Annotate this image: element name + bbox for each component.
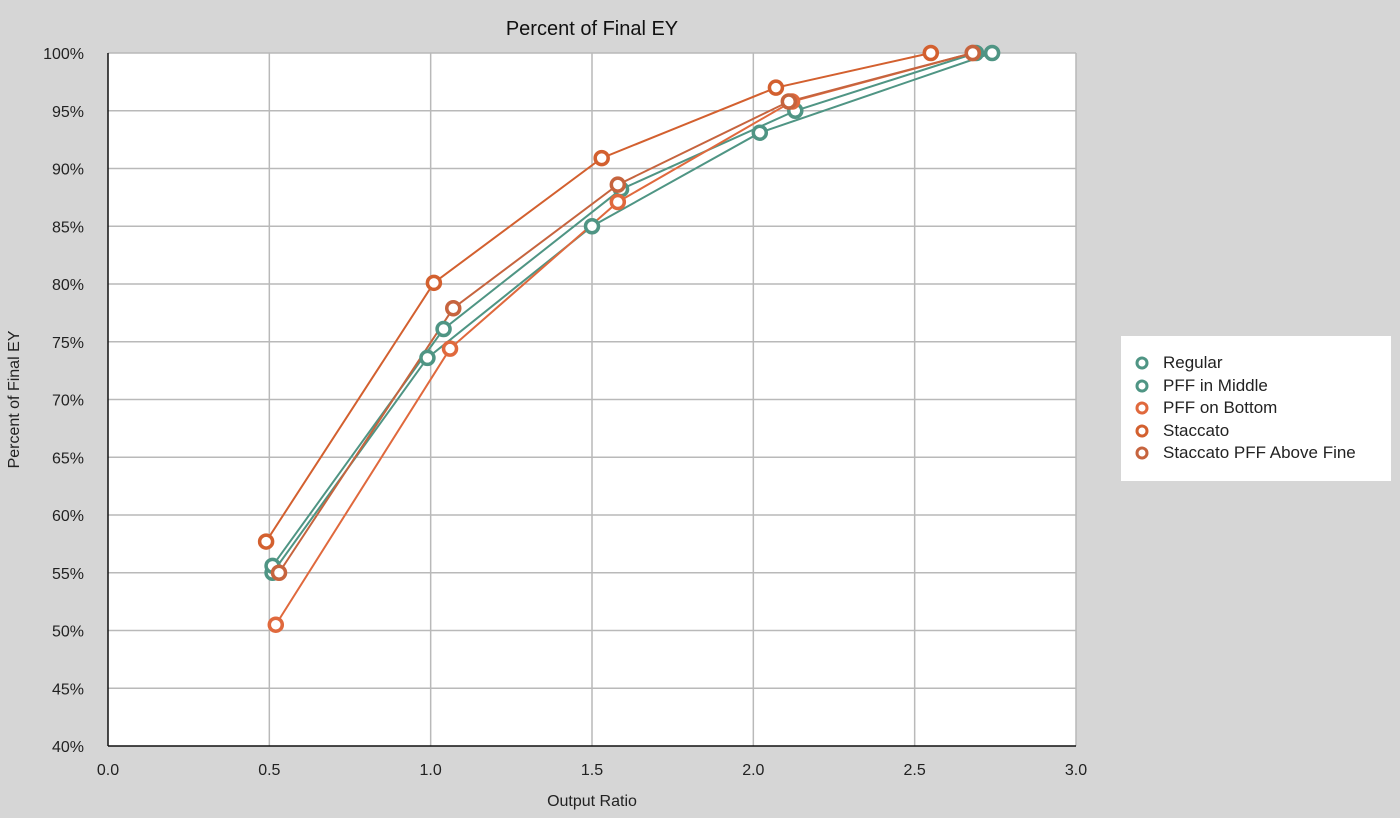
legend-marker-icon [1135,356,1149,370]
legend-label: PFF in Middle [1163,375,1268,395]
data-point [593,149,610,167]
legend-item: Staccato [1133,420,1391,443]
y-tick-label: 65% [52,450,84,467]
y-tick-label: 50% [52,624,84,641]
data-point [435,320,452,338]
y-tick-label: 45% [52,681,84,698]
legend-marker-icon [1135,424,1149,438]
data-point [441,340,459,357]
legend: Regular PFF in Middle PFF on Bottom Staccat… [1121,336,1391,481]
x-tick-label: 0.5 [258,762,280,779]
legend-item: PFF on Bottom [1133,397,1391,420]
data-point [609,193,627,211]
y-tick-label: 60% [52,508,84,525]
data-point [751,124,769,141]
data-point [270,564,288,581]
y-tick-label: 80% [52,277,84,294]
data-point [419,349,436,367]
data-point [425,274,443,292]
y-tick-label: 70% [52,393,84,410]
legend-label: PFF on Bottom [1163,398,1278,418]
data-point [922,44,940,62]
legend-label: Regular [1163,353,1223,373]
x-tick-label: 2.5 [904,762,926,779]
y-tick-label: 95% [52,104,84,121]
y-tick-label: 40% [52,739,84,756]
y-tick-label: 85% [52,219,84,236]
data-point [767,79,785,96]
y-tick-label: 55% [52,566,84,583]
legend-marker-icon [1135,379,1149,393]
x-tick-label: 1.0 [420,762,442,779]
data-point [267,616,285,633]
legend-item: Staccato PFF Above Fine [1133,442,1391,465]
data-point [445,300,462,317]
data-point [609,176,627,193]
chart-title: Percent of Final EY [505,18,679,40]
legend-item: Regular [1133,352,1391,375]
y-tick-label: 100% [43,46,84,63]
x-tick-label: 3.0 [1065,762,1087,779]
y-tick-label: 90% [52,162,84,179]
data-point [257,533,275,550]
legend-label: Staccato PFF Above Fine [1163,443,1356,463]
data-point [983,44,1001,62]
x-axis-label: Output Ratio [547,793,637,810]
x-tick-label: 1.5 [581,762,603,779]
y-axis-label: Percent of Final EY [6,330,23,468]
x-tick-label: 2.0 [742,762,764,779]
x-tick-label: 0.0 [97,762,119,779]
legend-marker-icon [1135,401,1149,415]
data-point [964,44,981,62]
y-tick-label: 75% [52,335,84,352]
legend-label: Staccato [1163,420,1230,440]
legend-marker-icon [1135,446,1149,460]
data-point [780,93,798,110]
data-point [583,218,601,235]
legend-item: PFF in Middle [1133,375,1391,398]
